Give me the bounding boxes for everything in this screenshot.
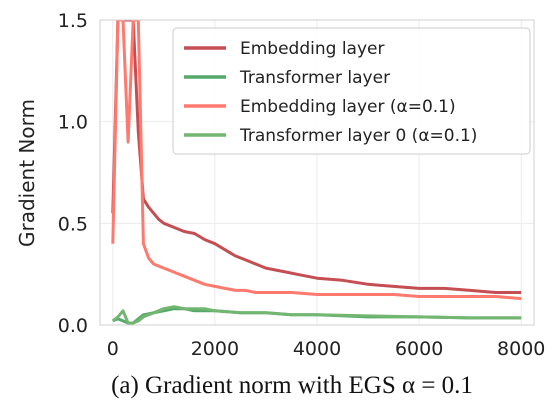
plot-frame [99,19,535,326]
transformer0-alpha-line [111,305,522,325]
embedding-alpha-line [111,20,522,301]
legend: Embedding layer Transformer layer Embeddin… [172,27,531,155]
y-tick-label: 1.5 [58,10,88,32]
x-tick-label: 4000 [293,338,341,360]
legend-label: Embedding layer [240,39,384,59]
legend-box [172,27,531,155]
series-lines [111,20,522,325]
legend-label: Embedding layer (α=0.1) [240,97,456,117]
x-tick-label: 0 [107,338,119,360]
axes [99,19,535,326]
x-tick-label: 8000 [497,338,545,360]
y-tick-label: 0.0 [58,315,88,337]
legend-label: Transformer layer 0 (α=0.1) [239,126,477,146]
x-tick-label: 6000 [395,338,443,360]
x-tick-label: 2000 [191,338,239,360]
y-tick-label: 0.5 [58,213,88,235]
y-tick-label: 1.0 [58,112,88,134]
y-axis-label: Gradient Norm [15,99,39,247]
legend-label: Transformer layer [239,68,390,88]
chart-caption: (a) Gradient norm with EGS α = 0.1 [111,372,473,399]
tick-labels: 0 2000 4000 6000 8000 0.0 0.5 1.0 1.5 [58,10,546,360]
